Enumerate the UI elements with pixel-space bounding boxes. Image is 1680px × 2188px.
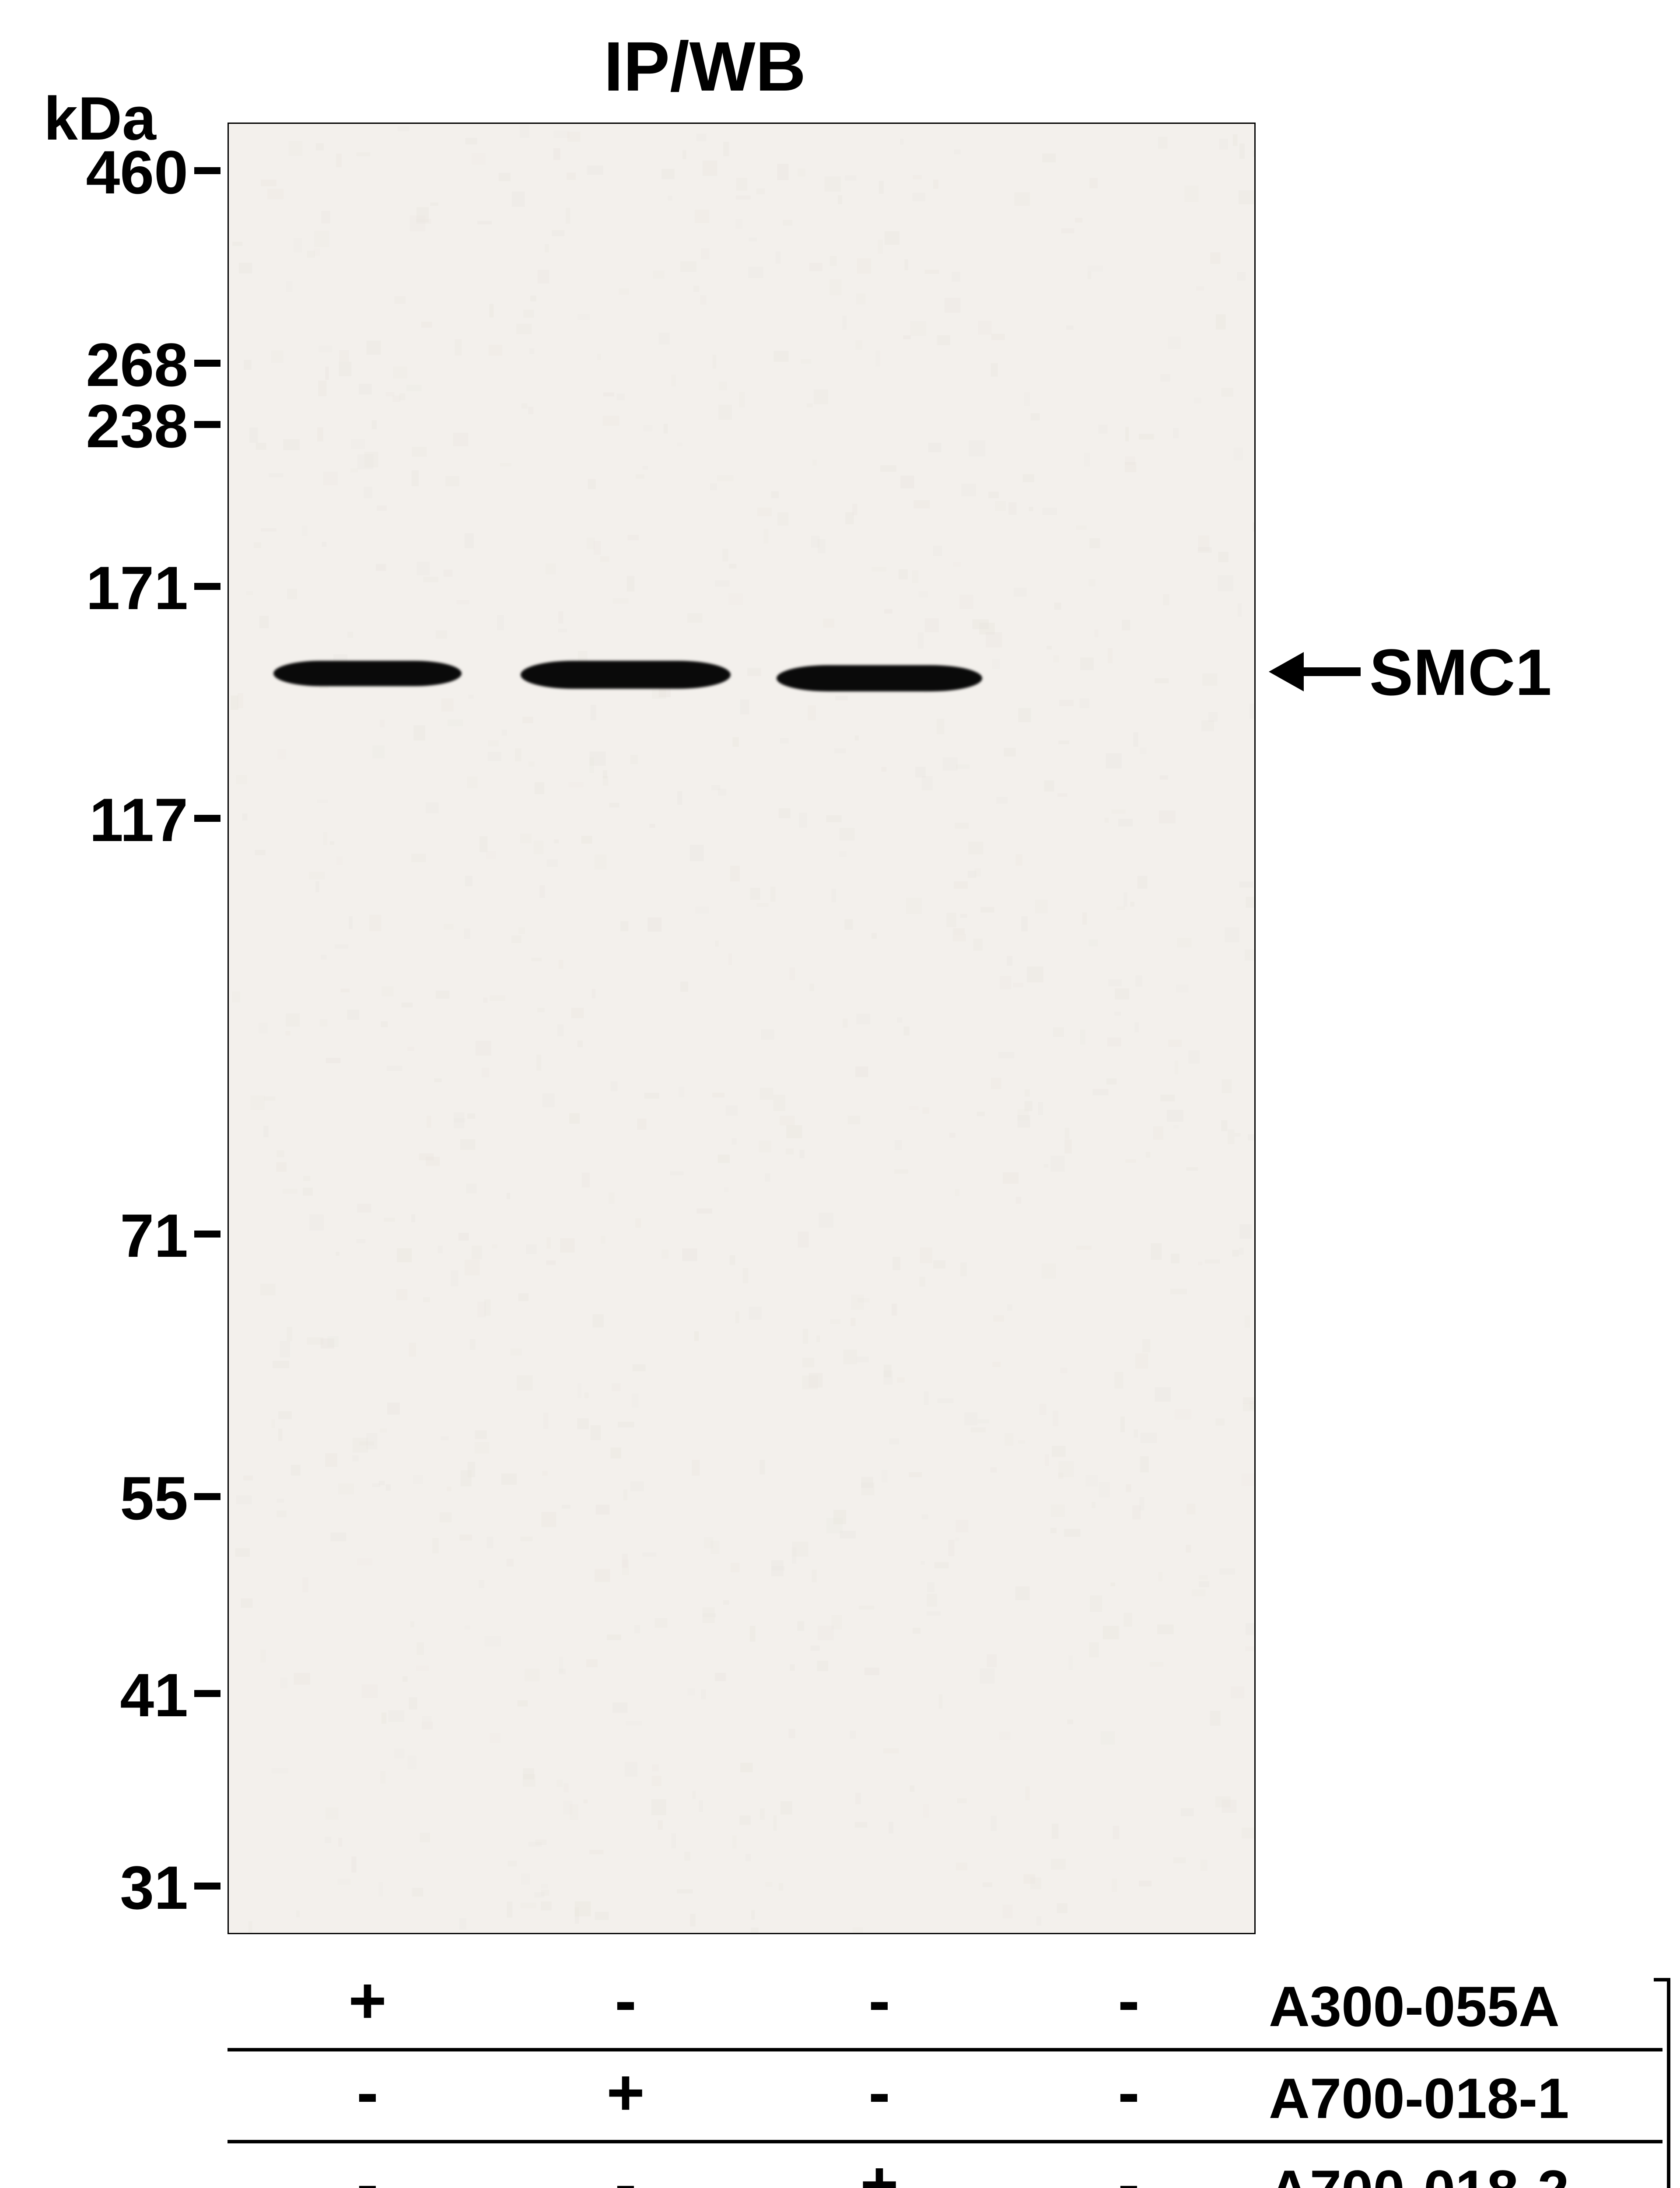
ladder-mark-label: 460 [39,137,188,208]
ip-row-label: A700-018-1 [1269,2065,1569,2131]
ip-bracket-tick [1654,1978,1670,1981]
ip-lane-mark: - [844,2055,914,2130]
ladder-mark-label: 41 [39,1660,188,1731]
ip-bracket-vertical [1667,1978,1670,2188]
ip-lane-mark: - [1094,2146,1164,2188]
ip-lane-mark: + [844,2146,914,2188]
protein-band [521,661,731,689]
ip-row-underline [228,2048,1662,2051]
protein-band [273,661,462,686]
ladder-tick [194,1883,220,1890]
ladder-mark-label: 171 [39,553,188,624]
ip-row-label: A300-055A [1269,1974,1560,2039]
ip-row-underline [228,2140,1662,2143]
ladder-tick [194,421,220,428]
target-arrow [1264,648,1365,696]
ladder-mark-label: 268 [39,330,188,400]
ladder-tick [194,360,220,367]
blot-background [229,124,1254,1933]
ladder-mark-label: 238 [39,391,188,462]
ip-lane-mark: + [332,1963,402,2038]
ip-lane-mark: - [1094,2055,1164,2130]
ladder-mark-label: 117 [39,785,188,856]
protein-band [777,665,982,691]
ladder-tick [194,1493,220,1500]
ladder-mark-label: 71 [39,1200,188,1271]
ladder-tick [194,1231,220,1238]
blot-membrane [228,123,1256,1934]
ip-lane-mark: - [844,1963,914,2038]
ladder-tick [194,583,220,590]
ip-lane-mark: - [332,2055,402,2130]
ladder-tick [194,167,220,174]
ip-lane-mark: + [591,2055,661,2130]
ladder-mark-label: 31 [39,1852,188,1923]
target-protein-label: SMC1 [1369,635,1552,710]
ip-row-label: A700-018-2 [1269,2157,1569,2188]
ladder-mark-label: 55 [39,1463,188,1534]
ip-lane-mark: - [591,2146,661,2188]
western-blot-figure: IP/WB kDa 46026823817111771554131 SMC1 +… [0,0,1680,2188]
ladder-tick [194,1690,220,1697]
ladder-tick [194,815,220,822]
figure-title: IP/WB [604,26,806,107]
ip-lane-mark: - [332,2146,402,2188]
ip-lane-mark: - [1094,1963,1164,2038]
ip-lane-mark: - [591,1963,661,2038]
